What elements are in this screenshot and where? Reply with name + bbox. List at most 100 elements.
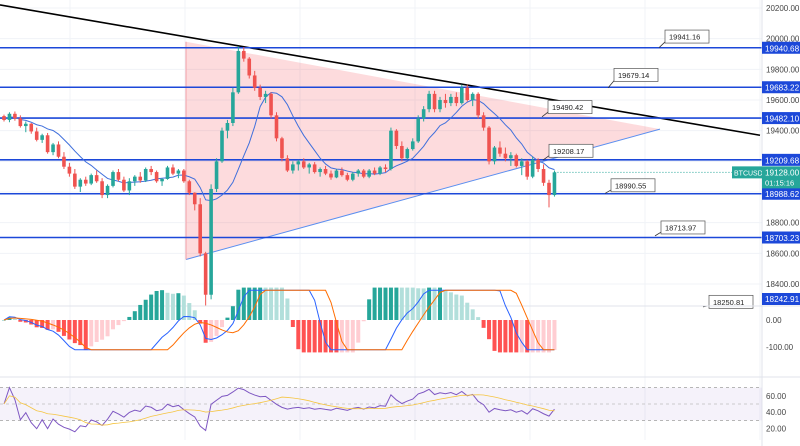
- candle-body: [154, 172, 159, 182]
- level-price-label: 19683.22: [765, 84, 800, 93]
- candle-body: [394, 130, 399, 146]
- y-tick-label: 18400.00: [766, 280, 800, 289]
- candle-body: [301, 161, 306, 168]
- candle-body: [45, 135, 50, 153]
- macd-histogram-bar: [394, 287, 399, 320]
- macd-histogram-bar: [127, 316, 132, 320]
- level-price-label: 19482.10: [765, 115, 800, 124]
- candle-body: [383, 167, 388, 169]
- candle-body: [389, 130, 393, 169]
- macd-histogram-bar: [225, 317, 230, 320]
- candle-body: [334, 170, 339, 178]
- candle-body: [547, 182, 551, 196]
- callout-box: [660, 220, 706, 235]
- candle-body: [231, 92, 235, 123]
- macd-histogram-bar: [487, 320, 492, 340]
- candle-body: [416, 118, 420, 142]
- macd-histogram-bar: [427, 287, 432, 320]
- macd-histogram-bar: [149, 294, 154, 320]
- moving-average-line: [3, 91, 555, 202]
- level-price-tag: [762, 231, 800, 244]
- macd-histogram-bar: [416, 288, 421, 320]
- macd-histogram-bar: [410, 287, 415, 320]
- candle-body: [171, 167, 175, 174]
- macd-histogram-bar: [301, 320, 306, 353]
- level-price-tag: [762, 81, 800, 94]
- candle-body: [296, 161, 301, 165]
- candle-body: [56, 144, 61, 157]
- macd-histogram-bar: [34, 320, 39, 328]
- candle-body: [94, 175, 99, 182]
- macd-histogram-bar: [214, 320, 219, 336]
- macd-histogram-bar: [318, 320, 323, 353]
- macd-histogram-bar: [383, 287, 388, 320]
- candle-body: [329, 173, 333, 178]
- callout-label: 19208.17: [553, 147, 584, 156]
- callout-box: [547, 100, 593, 114]
- macd-histogram-bar: [552, 320, 557, 351]
- candle-body: [160, 178, 164, 182]
- candle-body: [285, 158, 290, 171]
- macd-histogram-bar: [121, 320, 126, 322]
- candle-body: [481, 115, 486, 128]
- macd-histogram-bar: [241, 287, 246, 320]
- macd-histogram-bar: [89, 320, 94, 347]
- macd-histogram-bar: [388, 287, 393, 320]
- candle-body: [470, 93, 475, 100]
- y-tick-label: 18800.00: [766, 219, 800, 228]
- candle-body: [133, 176, 137, 182]
- macd-histogram-bar: [329, 320, 333, 353]
- candle-body: [111, 172, 115, 186]
- macd-histogram-bar: [454, 294, 459, 320]
- macd-histogram-bar: [192, 310, 197, 320]
- macd-histogram-bar: [203, 320, 208, 343]
- macd-histogram-bar: [40, 320, 45, 328]
- level-price-tag: [762, 153, 800, 166]
- candle-body: [187, 181, 192, 193]
- macd-histogram-bar: [94, 320, 99, 343]
- callout-label: 18990.55: [615, 181, 646, 190]
- macd-histogram-bar: [323, 320, 328, 353]
- rsi-ma-line: [3, 394, 555, 426]
- candle-body: [220, 130, 224, 162]
- macd-histogram-bar: [345, 320, 350, 353]
- macd-histogram-bar: [111, 320, 115, 330]
- candle-body: [263, 93, 268, 97]
- candle-body: [498, 147, 502, 154]
- macd-histogram-bar: [399, 287, 404, 320]
- macd-tick-label: -100.00: [766, 343, 794, 352]
- current-price-tag: [762, 166, 800, 189]
- macd-panel: 0.00 -100.00: [2, 287, 794, 353]
- y-tick-label: 20000.00: [766, 35, 800, 44]
- candle-body: [361, 170, 366, 177]
- y-tick-label: 19800.00: [766, 65, 800, 74]
- macd-histogram-bar: [476, 317, 481, 320]
- macd-histogram-bar: [290, 320, 295, 327]
- rsi-tick-label: 40.00: [766, 408, 787, 417]
- macd-histogram-bar: [56, 320, 61, 332]
- macd-histogram-bar: [220, 320, 224, 328]
- macd-histogram-bar: [459, 295, 464, 320]
- candle-body: [525, 161, 529, 177]
- candle-body: [460, 87, 464, 104]
- macd-histogram-bar: [481, 320, 486, 328]
- macd-histogram-bar: [23, 320, 28, 323]
- macd-histogram-bar: [230, 306, 235, 320]
- macd-histogram-bar: [116, 320, 121, 326]
- candle-body: [427, 93, 431, 110]
- candle-body: [209, 188, 213, 295]
- candle-body: [372, 170, 377, 174]
- candle-body: [29, 123, 34, 132]
- candle-body: [78, 179, 83, 187]
- macd-histogram-bar: [525, 320, 530, 353]
- candle-body: [536, 159, 540, 169]
- candle-body: [2, 116, 6, 120]
- callout-label: 18713.97: [665, 223, 696, 232]
- candle-body: [89, 175, 93, 184]
- macd-histogram-bar: [541, 320, 546, 353]
- candle-body: [67, 166, 72, 174]
- macd-histogram-bar: [100, 320, 105, 340]
- candle-body: [149, 169, 153, 173]
- bottom-price-tag: [762, 293, 800, 305]
